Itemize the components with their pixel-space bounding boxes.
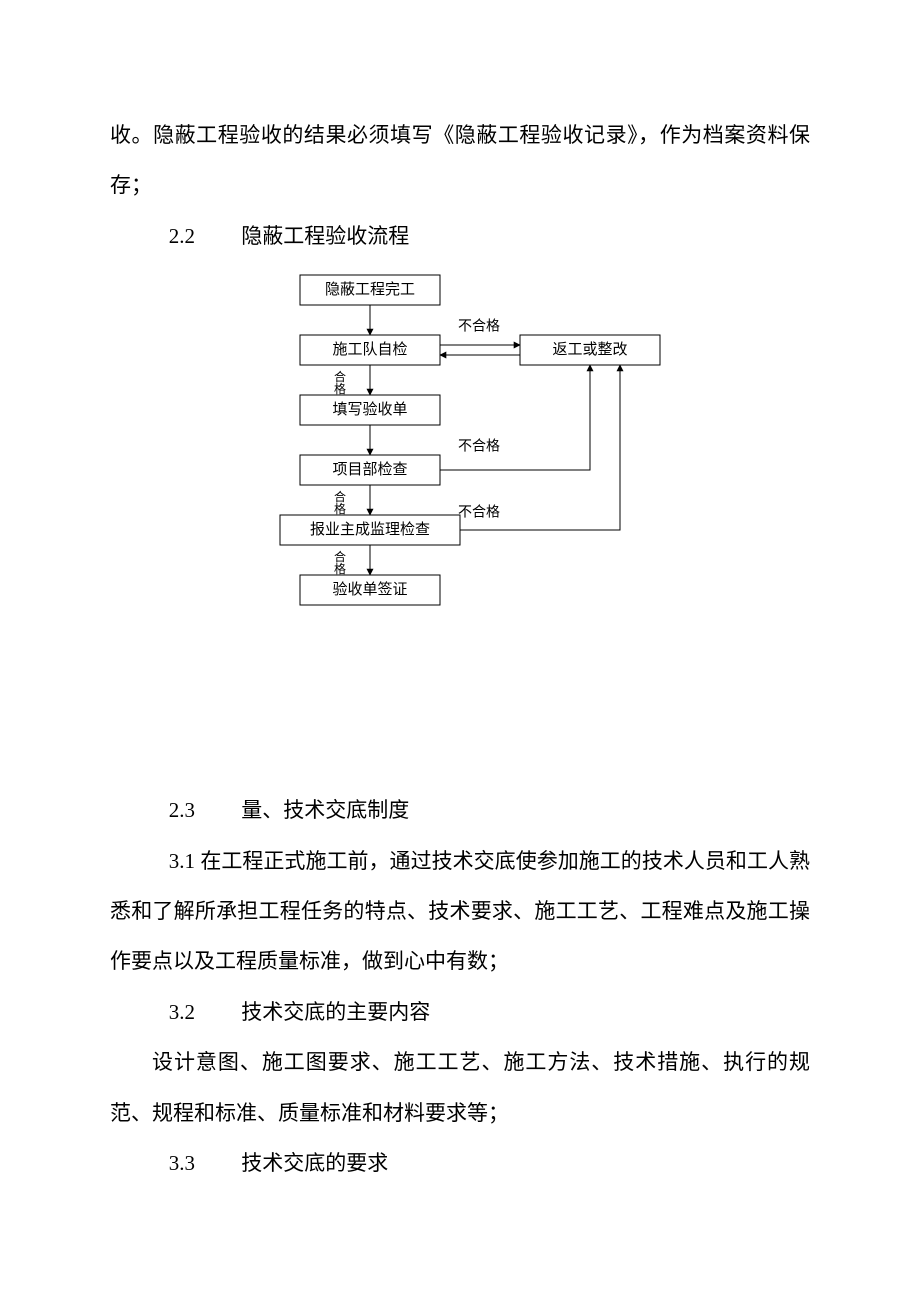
intro-paragraph: 收。隐蔽工程验收的结果必须填写《隐蔽工程验收记录》，作为档案资料保存；: [110, 110, 810, 211]
svg-text:格: 格: [334, 381, 346, 396]
svg-text:返工或整改: 返工或整改: [552, 341, 627, 358]
flowchart-svg: 隐蔽工程完工施工队自检填写验收单项目部检查报业主成监理检查验收单签证返工或整改合…: [200, 265, 680, 615]
svg-text:验收单签证: 验收单签证: [332, 581, 407, 598]
section-3-3-number: 3.3: [169, 1151, 195, 1175]
svg-text:格: 格: [334, 501, 346, 516]
section-3-2-title: 技术交底的主要内容: [241, 1000, 430, 1024]
section-2-3-title: 量、技术交底制度: [241, 798, 409, 822]
section-2-2-number: 2.2: [169, 224, 195, 248]
svg-text:项目部检查: 项目部检查: [332, 461, 407, 478]
svg-text:格: 格: [334, 561, 346, 576]
flowchart-container: 隐蔽工程完工施工队自检填写验收单项目部检查报业主成监理检查验收单签证返工或整改合…: [110, 265, 810, 615]
section-3-2-heading: 3.2 技术交底的主要内容: [110, 987, 810, 1037]
section-3-3-title: 技术交底的要求: [241, 1151, 388, 1175]
svg-text:不合格: 不合格: [458, 505, 500, 521]
section-2-3-number: 2.3: [169, 798, 195, 822]
paragraph-3-1: 3.1 在工程正式施工前，通过技术交底使参加施工的技术人员和工人熟悉和了解所承担…: [110, 836, 810, 987]
paragraph-3-1-body: 在工程正式施工前，通过技术交底使参加施工的技术人员和工人熟悉和了解所承担工程任务…: [110, 849, 810, 974]
section-3-3-heading: 3.3 技术交底的要求: [110, 1138, 810, 1188]
section-2-3-heading: 2.3 量、技术交底制度: [110, 785, 810, 835]
svg-text:报业主成监理检查: 报业主成监理检查: [310, 521, 430, 538]
paragraph-3-2-body: 设计意图、施工图要求、施工工艺、施工方法、技术措施、执行的规范、规程和标准、质量…: [110, 1037, 810, 1138]
section-2-2-title: 隐蔽工程验收流程: [241, 224, 409, 248]
paragraph-3-1-number: 3.1: [169, 849, 201, 873]
svg-text:不合格: 不合格: [458, 439, 500, 455]
svg-text:不合格: 不合格: [458, 319, 500, 335]
svg-text:填写验收单: 填写验收单: [332, 401, 407, 418]
section-2-2-heading: 2.2 隐蔽工程验收流程: [110, 211, 810, 261]
svg-text:隐蔽工程完工: 隐蔽工程完工: [325, 281, 415, 298]
svg-text:施工队自检: 施工队自检: [332, 341, 407, 358]
section-3-2-number: 3.2: [169, 1000, 195, 1024]
document-page: 收。隐蔽工程验收的结果必须填写《隐蔽工程验收记录》，作为档案资料保存； 2.2 隐…: [0, 0, 920, 1288]
